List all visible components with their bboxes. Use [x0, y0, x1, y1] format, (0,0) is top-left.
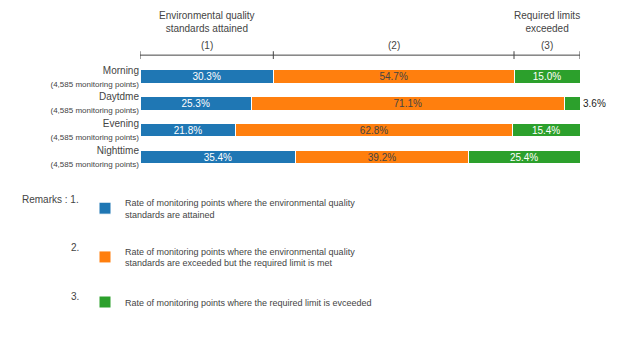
svg-text:39.2%: 39.2% [368, 152, 396, 163]
svg-text:3.6%: 3.6% [583, 98, 606, 109]
svg-text:Rate of monitoring points wher: Rate of monitoring points where the envi… [125, 247, 355, 269]
svg-text:Required limitsexceeded: Required limitsexceeded [514, 10, 580, 34]
svg-text:(1): (1) [201, 40, 213, 51]
svg-text:2.: 2. [71, 242, 79, 253]
svg-text:Rate of monitoring points wher: Rate of monitoring points where the requ… [125, 298, 372, 308]
svg-text:Morning(4,585 monitoring point: Morning(4,585 monitoring points) [51, 65, 140, 89]
svg-text:25.4%: 25.4% [510, 152, 538, 163]
svg-text:Rate of monitoring points wher: Rate of monitoring points where the envi… [125, 198, 355, 220]
svg-text:62.8%: 62.8% [360, 125, 388, 136]
svg-text:15.4%: 15.4% [532, 125, 560, 136]
svg-text:Environmental qualitystandards: Environmental qualitystandards attained [159, 10, 255, 34]
svg-text:(2): (2) [388, 40, 400, 51]
svg-text:15.0%: 15.0% [533, 71, 561, 82]
svg-text:35.4%: 35.4% [204, 152, 232, 163]
svg-text:Remarks : 1.: Remarks : 1. [22, 194, 79, 205]
svg-text:Evening(4,585 monitoring point: Evening(4,585 monitoring points) [51, 118, 140, 142]
svg-text:25.3%: 25.3% [181, 98, 209, 109]
svg-text:(3): (3) [541, 40, 553, 51]
svg-text:Daytdme(4,585 monitoring point: Daytdme(4,585 monitoring points) [51, 91, 140, 115]
svg-text:30.3%: 30.3% [192, 71, 220, 82]
svg-text:Nighttime(4,585 monitoring poi: Nighttime(4,585 monitoring points) [51, 145, 140, 169]
svg-text:71.1%: 71.1% [394, 98, 422, 109]
svg-text:54.7%: 54.7% [379, 71, 407, 82]
svg-text:3.: 3. [71, 291, 79, 302]
svg-text:21.8%: 21.8% [174, 125, 202, 136]
